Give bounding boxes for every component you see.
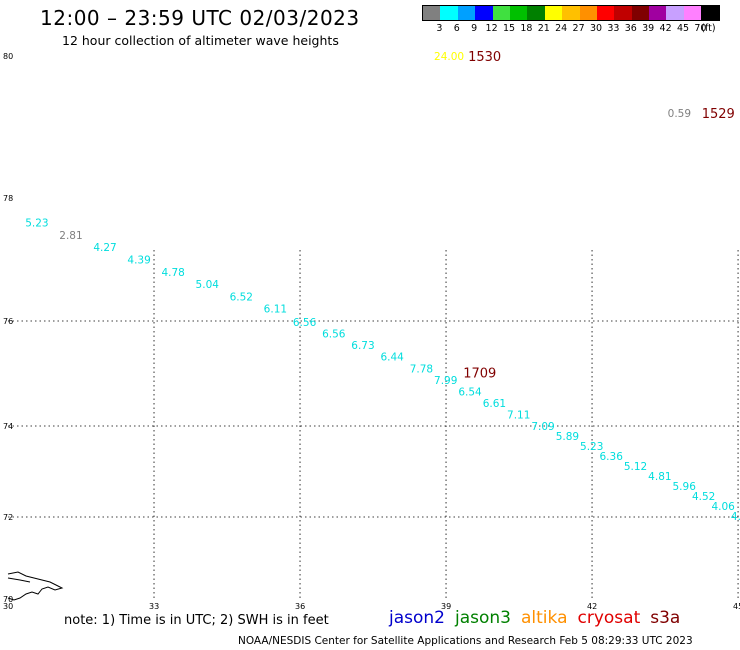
wave-height-values: 5.23 2.81 4.27 4.39 4.78 5.04 6.52 6.11 6.56 6.56… — [25, 51, 740, 523]
longitude-tick-label: 39 — [441, 602, 451, 611]
longitude-tick-label: 33 — [149, 602, 159, 611]
wave-height-label: 6.36 — [600, 451, 624, 463]
longitude-tick-label: 36 — [295, 602, 305, 611]
time-label: 1530 — [468, 50, 501, 65]
legend-swatch — [649, 6, 667, 20]
wave-height-label: 6.44 — [380, 352, 404, 364]
legend-swatch — [544, 6, 563, 20]
legend-label: 30 — [589, 23, 603, 34]
longitude-tick-label: 30 — [3, 602, 13, 611]
legend-swatch — [631, 6, 650, 20]
satellite-name: altika — [521, 608, 568, 628]
credit-line: NOAA/NESDIS Center for Satellite Applica… — [238, 635, 693, 647]
legend-swatch — [562, 6, 580, 20]
wave-height-label: 0.59 — [668, 108, 691, 120]
wave-height-label: 2.81 — [59, 230, 82, 242]
time-label: 1529 — [702, 107, 735, 122]
longitude-tick-label: 45 — [733, 602, 740, 611]
legend-label: 6 — [453, 23, 460, 34]
legend-swatch — [683, 6, 702, 20]
wave-height-label: 4.2 — [731, 511, 740, 523]
legend-swatch — [492, 6, 510, 20]
wave-height-label: 6.73 — [351, 340, 374, 352]
wave-height-label: 6.52 — [230, 291, 253, 303]
legend-label: 42 — [659, 23, 672, 34]
wave-height-label: 7.11 — [507, 409, 530, 421]
wave-height-label: 7.99 — [434, 375, 457, 387]
legend-label: 9 — [471, 23, 478, 34]
axis-ticks: 30 33 36 39 42 45 80 78 76 74 72 70 — [3, 52, 740, 611]
wave-height-label: 5.04 — [196, 279, 220, 291]
wave-height-label: 4.06 — [711, 501, 735, 513]
satellite-name: s3a — [650, 608, 681, 628]
wave-height-label: 5.23 — [25, 218, 48, 230]
latitude-tick-label: 74 — [3, 422, 13, 431]
wave-height-label: 7.78 — [410, 363, 433, 375]
wave-height-label: 24.00 — [434, 51, 464, 63]
satellite-name: jason2 — [389, 608, 445, 628]
legend-label: 3 — [436, 23, 443, 34]
wave-height-label: 5.89 — [556, 431, 579, 443]
legend-swatch — [579, 6, 597, 20]
wave-height-label: 4.27 — [93, 242, 116, 254]
legend-label: 15 — [502, 23, 516, 34]
page-title: 12:00 – 23:59 UTC 02/03/2023 — [40, 6, 360, 30]
legend-label: 36 — [624, 23, 637, 34]
legend-swatch — [596, 6, 615, 20]
legend-label: 39 — [642, 23, 655, 34]
legend-swatch — [475, 6, 493, 20]
wave-height-label: 4.78 — [161, 267, 184, 279]
latitude-tick-label: 78 — [3, 194, 13, 203]
legend-label: 12 — [485, 23, 498, 34]
legend-label: 24 — [555, 23, 568, 34]
latitude-tick-label: 70 — [3, 595, 13, 604]
color-legend: 3 6 9 12 15 18 21 24 27 30 33 36 39 42 45 70 (ft) — [422, 5, 720, 35]
grid-lines — [8, 250, 740, 600]
page-subtitle: 12 hour collection of altimeter wave hei… — [62, 33, 339, 48]
satellite-name: cryosat — [577, 608, 641, 628]
satellite-name: jason3 — [455, 608, 511, 628]
wave-height-label: 5.12 — [624, 461, 647, 473]
wave-height-label: 4.81 — [648, 471, 671, 483]
wave-height-label: 6.56 — [322, 329, 346, 341]
legend-swatches — [422, 5, 720, 21]
legend-swatch — [614, 6, 632, 20]
wave-height-label: 6.61 — [483, 398, 506, 410]
legend-swatch — [440, 6, 458, 20]
longitude-tick-label: 42 — [587, 602, 597, 611]
satellite-legend: jason2 jason3 altika cryosat s3a — [389, 608, 690, 628]
time-labels: 1709 1530 1529 — [463, 50, 735, 381]
legend-label: 45 — [676, 23, 690, 34]
legend-swatch — [423, 6, 441, 20]
wave-height-label: 6.54 — [458, 386, 482, 398]
legend-label: 21 — [537, 23, 550, 34]
legend-label: 70 — [694, 23, 707, 34]
wave-height-label: 4.39 — [127, 255, 150, 267]
wave-height-label: 5.96 — [673, 481, 697, 493]
footer-note: note: 1) Time is in UTC; 2) SWH is in fe… — [64, 613, 329, 628]
legend-swatch — [666, 6, 684, 20]
legend-swatch — [509, 6, 528, 20]
wave-height-label: 6.56 — [293, 317, 317, 329]
coastline — [7, 571, 64, 601]
latitude-tick-label: 72 — [3, 513, 13, 522]
legend-label: 18 — [520, 23, 533, 34]
legend-swatch — [457, 6, 476, 20]
time-label: 1709 — [463, 366, 496, 381]
latitude-tick-label: 80 — [3, 52, 13, 61]
legend-label: (ft) — [701, 23, 716, 34]
wave-height-label: 6.11 — [264, 304, 287, 316]
wave-height-label: 7.09 — [531, 421, 554, 433]
legend-labels: 3 6 9 12 15 18 21 24 27 30 33 36 39 42 45 70 (ft) — [422, 21, 720, 35]
legend-swatch — [701, 6, 719, 20]
legend-label: 27 — [572, 23, 585, 34]
wave-height-label: 4.52 — [692, 491, 715, 503]
legend-label: 33 — [607, 23, 620, 34]
wave-height-label: 5.23 — [580, 441, 603, 453]
latitude-tick-label: 76 — [3, 317, 13, 326]
legend-swatch — [527, 6, 545, 20]
